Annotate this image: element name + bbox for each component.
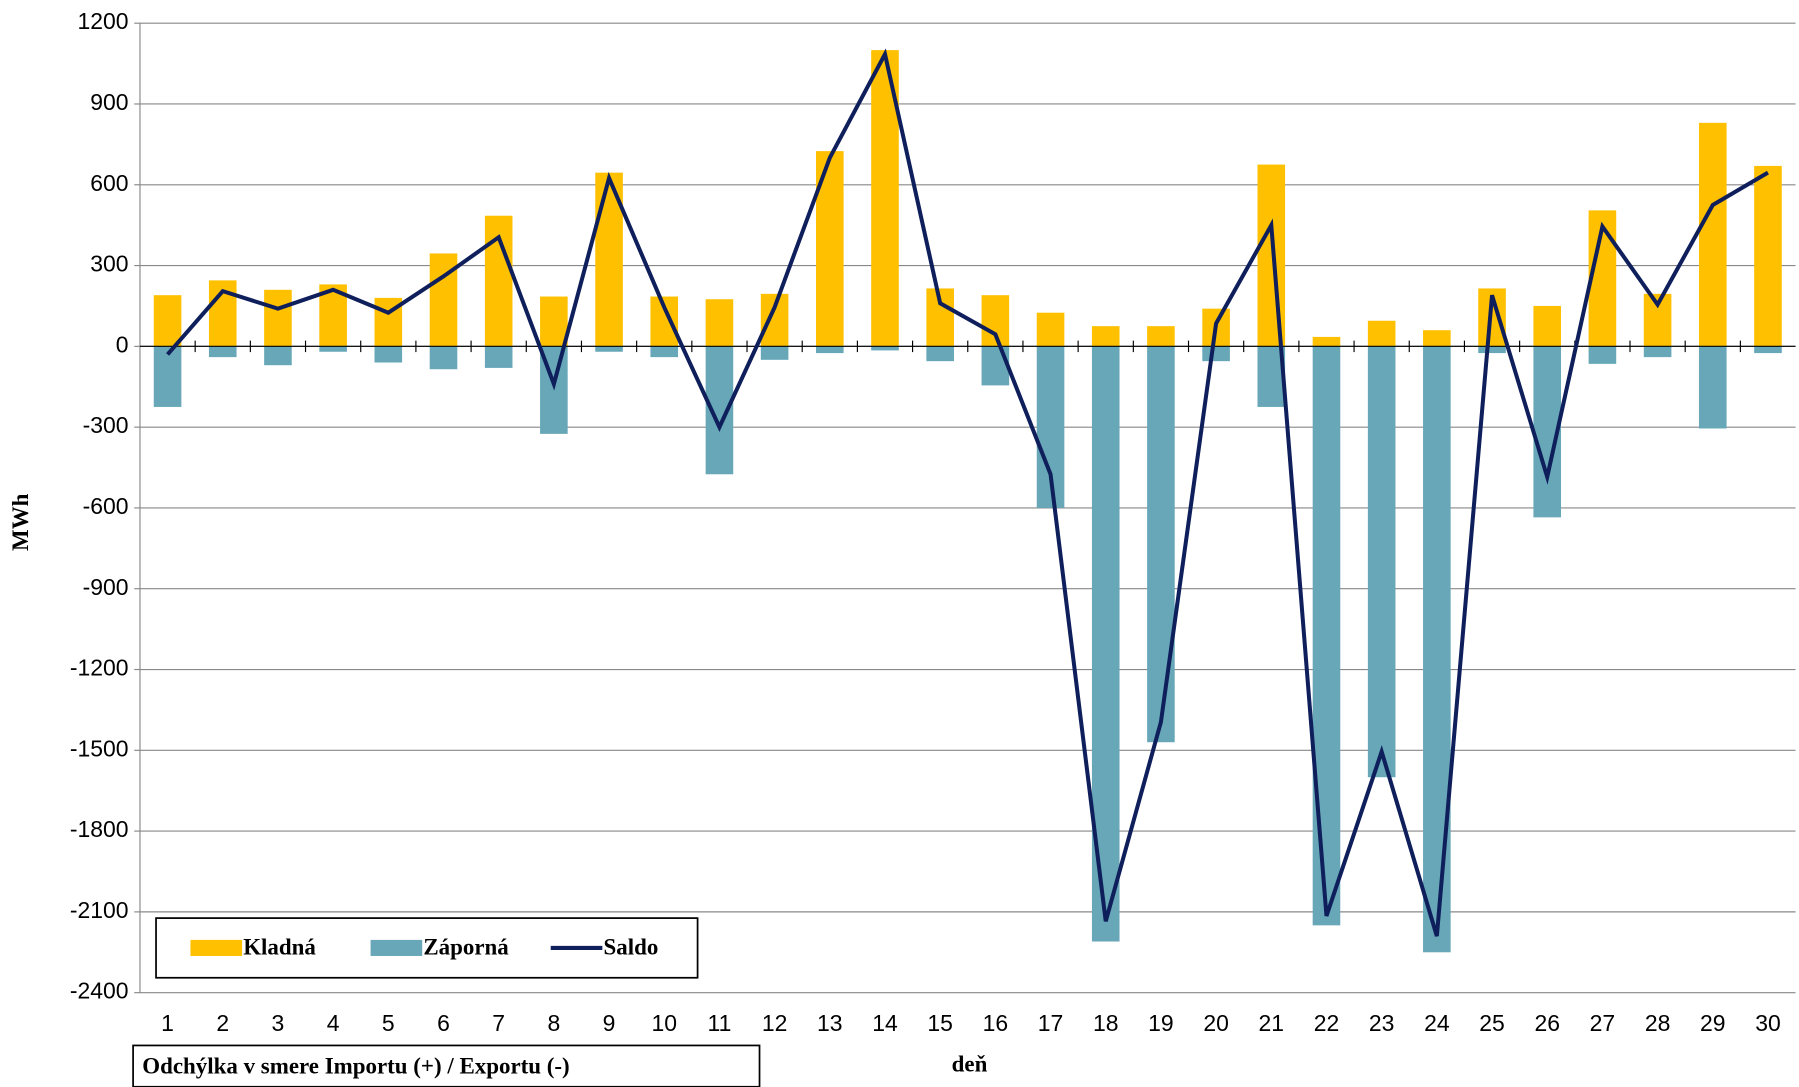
bar [1147,346,1175,743]
bar [1091,326,1120,347]
bar [926,346,954,362]
bar [1036,312,1065,347]
x-tick-label: 5 [382,1010,395,1036]
bar [1202,346,1230,362]
legend-label: Saldo [603,934,658,959]
bar [1423,330,1451,347]
x-tick-label: 6 [437,1010,450,1036]
bar [705,299,734,347]
x-tick-label: 29 [1700,1010,1726,1036]
bar [484,346,513,368]
y-axis-label: MWh [8,493,33,551]
bar [1698,346,1727,429]
y-tick-label: -900 [83,574,129,600]
x-tick-label: 14 [872,1010,898,1036]
bar [208,346,237,358]
x-tick-label: 17 [1038,1010,1064,1036]
y-tick-label: 900 [90,89,128,115]
x-tick-label: 15 [927,1010,953,1036]
legend-label: Záporná [423,934,509,959]
bar [1423,346,1451,953]
bar [153,295,182,347]
bar [1588,346,1617,364]
bar [374,346,403,363]
x-tick-label: 20 [1203,1010,1229,1036]
bar [1257,164,1286,347]
x-tick-label: 2 [216,1010,229,1036]
x-tick-label: 7 [492,1010,505,1036]
chart-title: Odchýlka v smere Importu (+) / Exportu (… [142,1054,569,1079]
bar [1147,326,1175,347]
bar [1312,336,1341,347]
bar [1698,122,1727,347]
bar [153,346,182,407]
line [166,48,1769,937]
bar [1754,346,1782,354]
bar [595,346,623,352]
x-tick-label: 4 [327,1010,340,1036]
legend-box [155,917,699,979]
bar [1533,305,1562,347]
x-tick-label: 11 [708,1010,732,1036]
bar [1367,320,1396,347]
x-tick-label: 10 [651,1010,677,1036]
y-tick-label: -2400 [70,978,129,1004]
y-tick-label: -1800 [70,816,129,842]
bar [319,346,347,352]
bar [760,346,789,360]
bar [264,289,292,347]
x-tick-label: 3 [272,1010,285,1036]
y-tick-label: -2100 [70,897,129,923]
x-tick-label: 26 [1534,1010,1560,1036]
x-axis-label: deň [952,1051,988,1076]
y-tick-label: -1500 [70,735,129,761]
bar [871,346,899,351]
y-tick-label: 600 [90,170,128,196]
y-tick-label: -1200 [70,655,129,681]
y-tick-label: -300 [83,412,129,438]
x-tick-label: 21 [1259,1010,1285,1036]
bar [540,296,568,347]
x-tick-label: 9 [603,1010,616,1036]
x-tick-label: 18 [1093,1010,1119,1036]
bar [1643,346,1672,358]
y-tick-label: 300 [90,251,128,277]
bar [650,346,679,358]
x-tick-label: 8 [547,1010,560,1036]
x-tick-label: 24 [1424,1010,1450,1036]
x-tick-label: 25 [1479,1010,1505,1036]
x-tick-label: 1 [161,1010,174,1036]
bar [816,346,844,354]
x-tick-label: 23 [1369,1010,1395,1036]
x-tick-label: 12 [762,1010,788,1036]
y-tick-label: 1200 [77,8,128,34]
x-tick-label: 19 [1148,1010,1174,1036]
x-tick-label: 16 [983,1010,1009,1036]
legend-swatch [190,939,243,956]
bar [1312,346,1341,926]
y-tick-label: 0 [116,331,129,357]
bar [981,346,1010,386]
bar [264,346,292,366]
y-tick-label: -600 [83,493,129,519]
bar [1754,165,1782,347]
x-tick-label: 22 [1314,1010,1340,1036]
bar [1478,346,1506,354]
x-tick-label: 30 [1755,1010,1781,1036]
legend-label: Kladná [243,934,316,959]
bar [429,346,458,370]
x-tick-label: 27 [1590,1010,1616,1036]
x-tick-label: 13 [817,1010,843,1036]
legend-swatch [370,939,423,956]
bar [1367,346,1396,778]
x-tick-label: 28 [1645,1010,1671,1036]
